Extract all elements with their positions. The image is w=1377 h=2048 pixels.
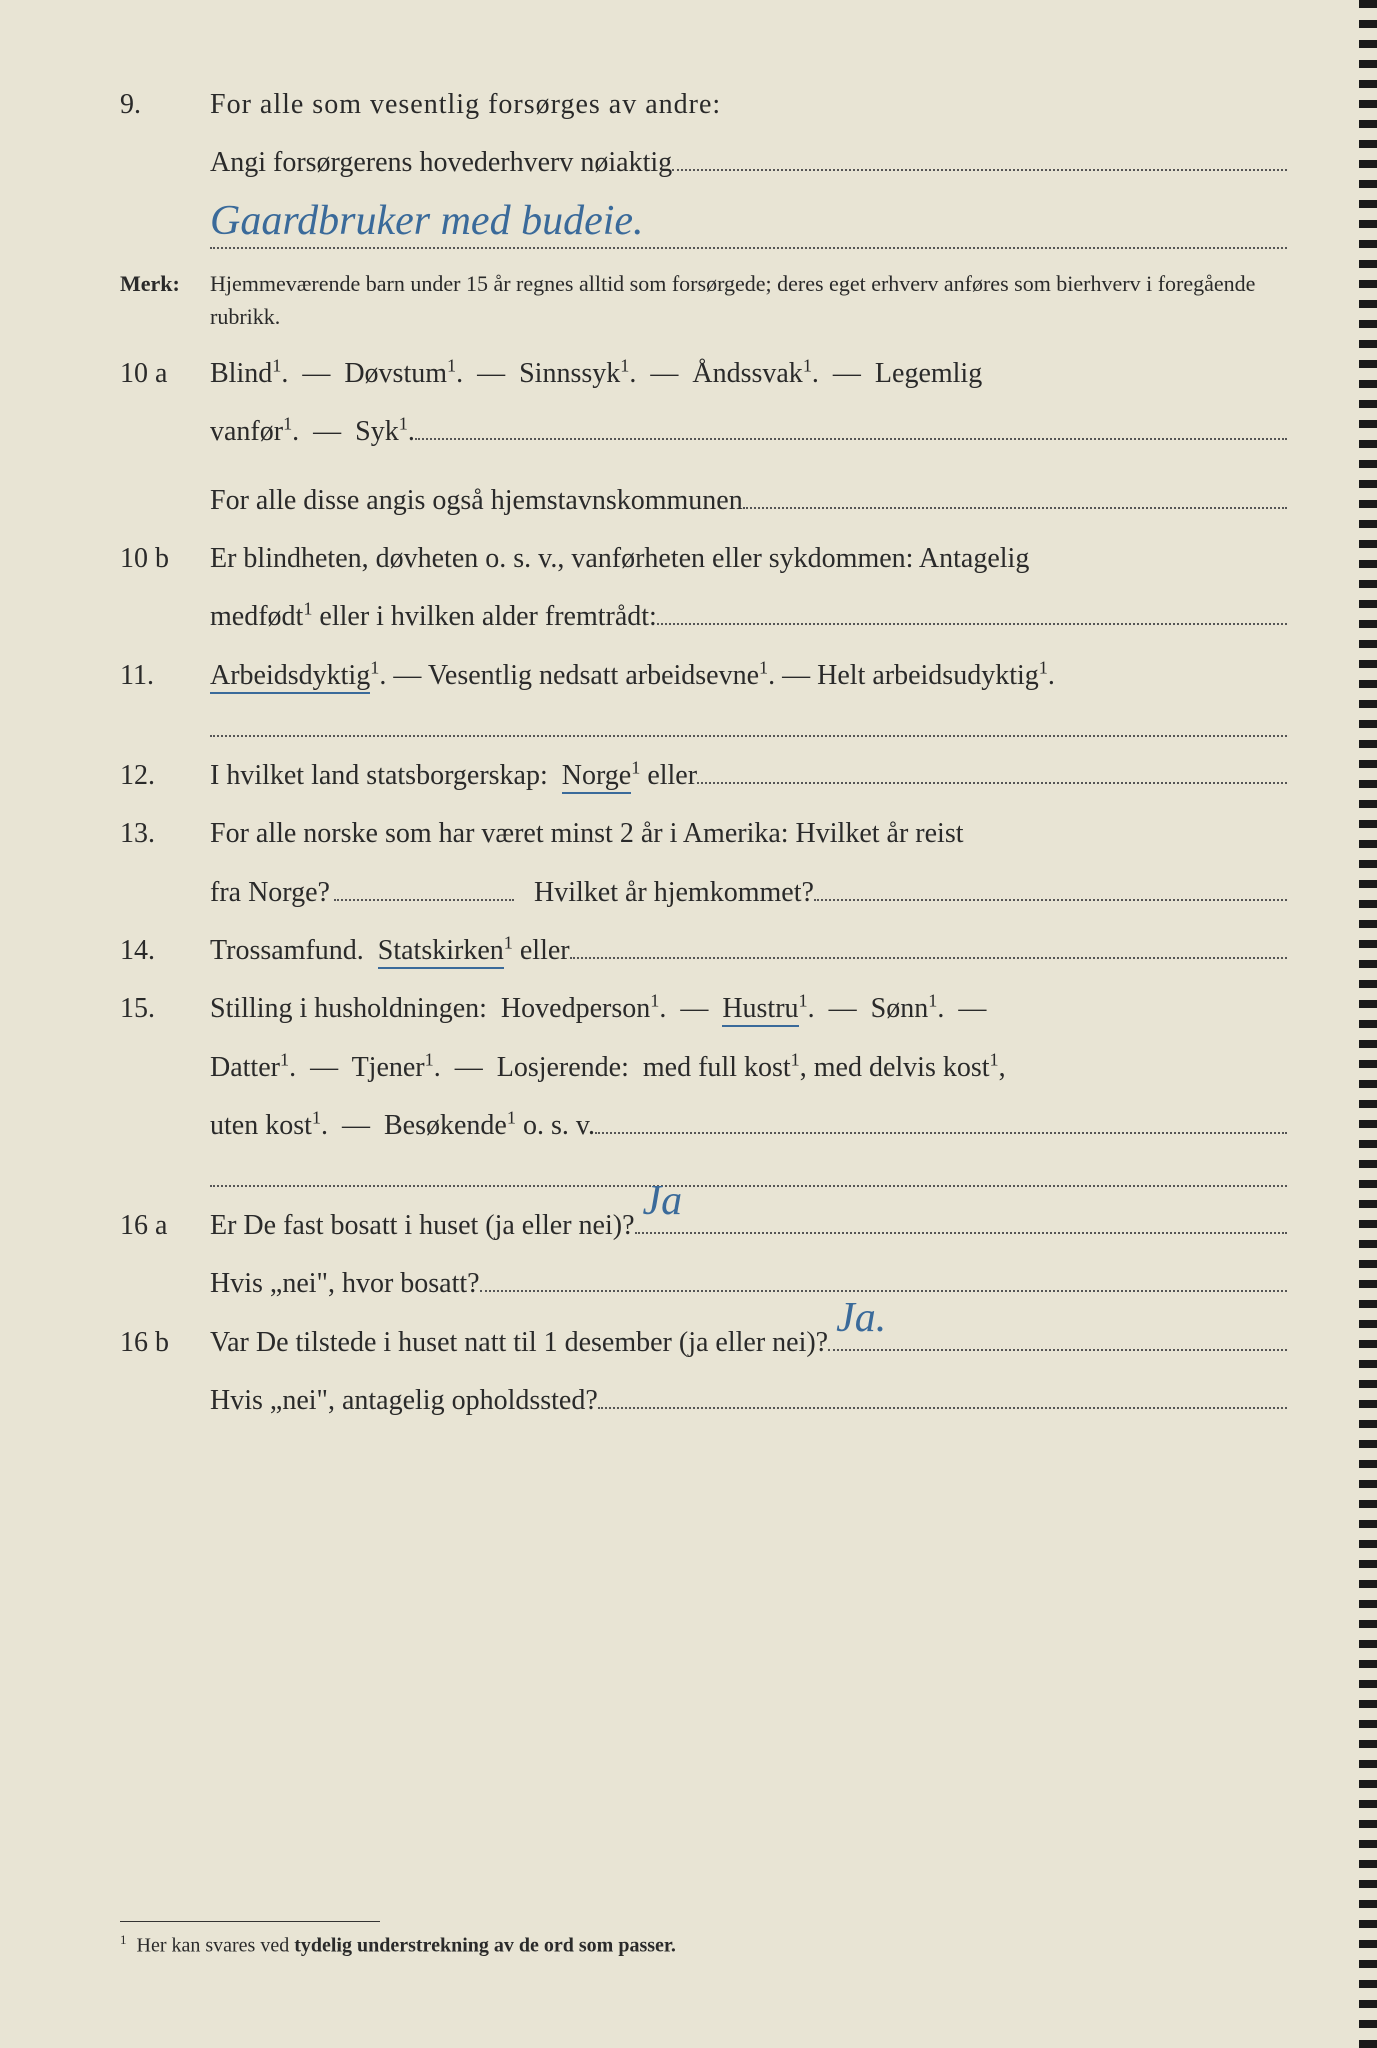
- q15-row2: Datter1. — Tjener1. — Losjerende: med fu…: [120, 1043, 1287, 1093]
- q11-row: 11. Arbeidsdyktig1. — Vesentlig nedsatt …: [120, 651, 1287, 701]
- q12-row: 12. I hvilket land statsborgerskap: Norg…: [120, 751, 1287, 801]
- q15-row1: 15. Stilling i husholdningen: Hovedperso…: [120, 984, 1287, 1034]
- q15-losjerende: Losjerende:: [497, 1052, 629, 1083]
- q10b-number: 10 b: [120, 534, 210, 584]
- q15-fullkost: med full kost: [643, 1052, 791, 1083]
- q15-stilling: Stilling i husholdningen:: [210, 993, 487, 1024]
- q10a-vanfor: vanfør: [210, 416, 283, 447]
- q9-number: 9.: [120, 80, 210, 130]
- q10b-row1: 10 b Er blindheten, døvheten o. s. v., v…: [120, 534, 1287, 584]
- footnote-rule: [120, 1921, 380, 1922]
- q16a-answer: Ja: [643, 1164, 683, 1240]
- q10a-dovstum: Døvstum: [344, 358, 447, 389]
- q9-text1: For alle som vesentlig forsørges av andr…: [210, 80, 1287, 130]
- q10a-legemlig: Legemlig: [875, 358, 982, 389]
- q11-udyktig: Helt arbeidsudyktig: [817, 660, 1039, 691]
- q9-answer-line[interactable]: Gaardbruker med budeie.: [210, 197, 1287, 249]
- q15-besokende: Besøkende: [384, 1110, 507, 1141]
- footnote-text-a: Her kan svares ved: [137, 1935, 290, 1957]
- q13-blank2[interactable]: [814, 899, 1287, 901]
- q16a-row1: 16 a Er De fast bosatt i huset (ja eller…: [120, 1201, 1287, 1251]
- q14-row: 14. Trossamfund. Statskirken1 eller: [120, 926, 1287, 976]
- page-perforation: [1359, 0, 1377, 2048]
- q15-osv: o. s. v.: [523, 1110, 595, 1141]
- q16a-text2: Hvis „nei", hvor bosatt?: [210, 1259, 480, 1309]
- q16b-number: 16 b: [120, 1318, 210, 1368]
- q15-sonn: Sønn: [871, 993, 929, 1024]
- q10b-text1: Er blindheten, døvheten o. s. v., vanfør…: [210, 534, 1287, 584]
- census-form-page: 9. For alle som vesentlig forsørges av a…: [0, 0, 1377, 2048]
- q16b-blank[interactable]: [598, 1407, 1287, 1409]
- q14-blank[interactable]: [570, 957, 1287, 959]
- q10b-eller: eller i hvilken alder fremtrådt:: [319, 601, 656, 632]
- q13-text1: For alle norske som har været minst 2 år…: [210, 809, 1287, 859]
- q13-row2: fra Norge? Hvilket år hjemkommet?: [120, 868, 1287, 918]
- q16b-answer: Ja.: [836, 1281, 886, 1357]
- q15-delviskost: med delvis kost: [814, 1052, 990, 1083]
- merk-note: Merk: Hjemmeværende barn under 15 år reg…: [120, 267, 1287, 333]
- q10b-medfodt: medfødt: [210, 601, 303, 632]
- q15-tjener: Tjener: [352, 1052, 425, 1083]
- q10a-number: 10 a: [120, 349, 210, 399]
- q14-text: Trossamfund.: [210, 935, 364, 966]
- q11-nedsatt: Vesentlig nedsatt arbeidsevne: [428, 660, 759, 691]
- q13-hjemkommet: Hvilket år hjemkommet?: [534, 868, 814, 918]
- q15-utenkost: uten kost: [210, 1110, 312, 1141]
- q15-hovedperson: Hovedperson: [501, 993, 650, 1024]
- q10a-syk: Syk: [355, 416, 399, 447]
- q14-statskirken: Statskirken: [378, 935, 504, 969]
- footnote-marker: 1: [120, 1932, 127, 1947]
- q9-row1: 9. For alle som vesentlig forsørges av a…: [120, 80, 1287, 130]
- q10b-blank[interactable]: [657, 623, 1287, 625]
- footnote-text-b: tydelig understrekning av de ord som pas…: [294, 1935, 676, 1957]
- q13-franorge: fra Norge?: [210, 868, 330, 918]
- q12-norge: Norge: [562, 760, 631, 794]
- q10a-andssvak: Åndssvak: [692, 358, 802, 389]
- q10a-blank[interactable]: [415, 438, 1287, 440]
- q9-handwritten-answer: Gaardbruker med budeie.: [210, 197, 644, 245]
- merk-label: Merk:: [120, 267, 210, 300]
- q15-datter: Datter: [210, 1052, 280, 1083]
- q9-row2: Angi forsørgerens hovederhverv nøiaktig: [120, 138, 1287, 188]
- q14-number: 14.: [120, 926, 210, 976]
- q16b-row1: 16 b Var De tilstede i huset natt til 1 …: [120, 1318, 1287, 1368]
- q10a-blank2[interactable]: [743, 507, 1287, 509]
- merk-text: Hjemmeværende barn under 15 år regnes al…: [210, 267, 1287, 333]
- q13-row1: 13. For alle norske som har været minst …: [120, 809, 1287, 859]
- q16a-text1: Er De fast bosatt i huset (ja eller nei)…: [210, 1201, 635, 1251]
- q15-blank-line[interactable]: [210, 1159, 1287, 1187]
- q16a-number: 16 a: [120, 1201, 210, 1251]
- q15-number: 15.: [120, 984, 210, 1034]
- q15-row3: uten kost1. — Besøkende1 o. s. v.: [120, 1101, 1287, 1151]
- q15-blank[interactable]: [595, 1132, 1287, 1134]
- q10a-hjemstavn: For alle disse angis også hjemstavnskomm…: [210, 476, 743, 526]
- q10a-row1: 10 a Blind1. — Døvstum1. — Sinnssyk1. — …: [120, 349, 1287, 399]
- footnote: 1 Her kan svares ved tydelig understrekn…: [120, 1921, 1277, 1958]
- q16b-row2: Hvis „nei", antagelig opholdssted?: [120, 1376, 1287, 1426]
- q10a-row3: For alle disse angis også hjemstavnskomm…: [120, 476, 1287, 526]
- q9-blank[interactable]: [672, 169, 1287, 171]
- q11-number: 11.: [120, 651, 210, 701]
- q9-text2: Angi forsørgerens hovederhverv nøiaktig: [210, 138, 672, 188]
- q12-number: 12.: [120, 751, 210, 801]
- q11-arbeidsdyktig: Arbeidsdyktig: [210, 660, 370, 694]
- q13-blank1[interactable]: [334, 899, 514, 901]
- q10a-row2: vanfør1. — Syk1.: [120, 407, 1287, 457]
- q10b-row2: medfødt1 eller i hvilken alder fremtrådt…: [120, 592, 1287, 642]
- q16a-answer-line[interactable]: Ja: [635, 1232, 1288, 1234]
- q15-hustru: Hustru: [722, 993, 798, 1027]
- q16b-text2: Hvis „nei", antagelig opholdssted?: [210, 1376, 598, 1426]
- q13-number: 13.: [120, 809, 210, 859]
- q11-blank-line[interactable]: [210, 709, 1287, 737]
- q10a-sinnssyk: Sinnssyk: [519, 358, 620, 389]
- q14-eller: eller: [520, 935, 570, 966]
- q16a-row2: Hvis „nei", hvor bosatt?: [120, 1259, 1287, 1309]
- q12-blank[interactable]: [697, 782, 1287, 784]
- q12-eller: eller: [647, 760, 697, 791]
- q12-text: I hvilket land statsborgerskap:: [210, 760, 548, 791]
- q10a-blind: Blind: [210, 358, 272, 389]
- q16b-text1: Var De tilstede i huset natt til 1 desem…: [210, 1318, 828, 1368]
- q16b-answer-line[interactable]: Ja.: [828, 1349, 1287, 1351]
